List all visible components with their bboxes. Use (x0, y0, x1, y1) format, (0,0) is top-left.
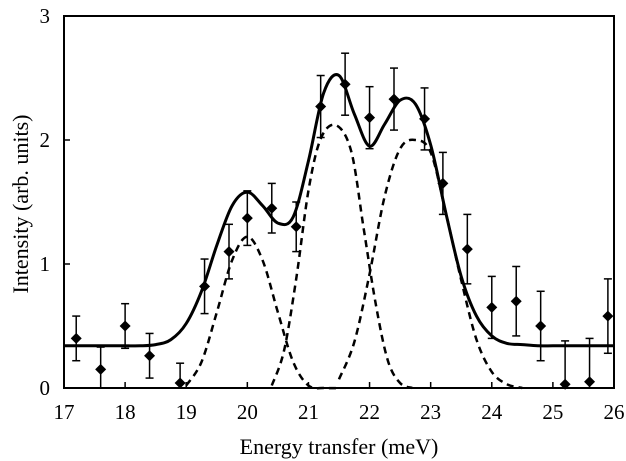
fit-curves (64, 73, 614, 390)
gaussian-component-curve (337, 138, 523, 390)
data-point-marker (584, 376, 596, 388)
y-tick-label: 1 (40, 252, 51, 276)
total-fit-curve (64, 73, 614, 348)
data-point-marker (119, 320, 131, 332)
y-tick-label: 2 (40, 128, 51, 152)
x-tick-label: 17 (54, 400, 75, 424)
x-tick-label: 20 (237, 400, 258, 424)
data-point-marker (437, 177, 449, 189)
x-axis-title: Energy transfer (meV) (240, 434, 439, 459)
data-point-marker (241, 212, 253, 224)
data-point-marker (559, 378, 571, 390)
data-point-marker (602, 310, 614, 322)
data-point-marker (535, 320, 547, 332)
x-tick-label: 19 (176, 400, 197, 424)
y-axis-title: Intensity (arb. units) (8, 114, 33, 293)
data-point-marker (266, 202, 278, 214)
data-point-marker (419, 113, 431, 125)
data-point-marker (199, 280, 211, 292)
data-point-marker (461, 243, 473, 255)
x-tick-label: 18 (115, 400, 136, 424)
x-tick-label: 22 (359, 400, 380, 424)
x-tick-label: 26 (604, 400, 625, 424)
y-tick-label: 0 (40, 376, 51, 400)
data-point-marker (223, 246, 235, 258)
data-point-marker (388, 93, 400, 105)
x-axis: 17 18 19 20 21 22 23 24 25 26 (54, 382, 625, 424)
x-tick-label: 23 (420, 400, 441, 424)
data-point-marker (315, 101, 327, 113)
y-tick-label: 3 (40, 4, 51, 28)
y-axis: 0 1 2 3 (40, 4, 70, 400)
x-tick-label: 21 (298, 400, 319, 424)
x-tick-label: 24 (481, 400, 503, 424)
gaussian-component-curve (270, 123, 413, 390)
data-point-marker (70, 332, 82, 344)
data-point-marker (364, 112, 376, 124)
data-point-marker (144, 350, 156, 362)
gaussian-component-curve (185, 235, 340, 390)
data-point-marker (174, 377, 186, 389)
data-point-marker (95, 363, 107, 375)
data-point-marker (510, 295, 522, 307)
plot-frame (63, 15, 615, 389)
data-point-marker (486, 301, 498, 313)
data-point-marker (290, 221, 302, 233)
x-tick-label: 25 (542, 400, 563, 424)
data-point-marker (339, 78, 351, 90)
data-points (70, 52, 614, 390)
